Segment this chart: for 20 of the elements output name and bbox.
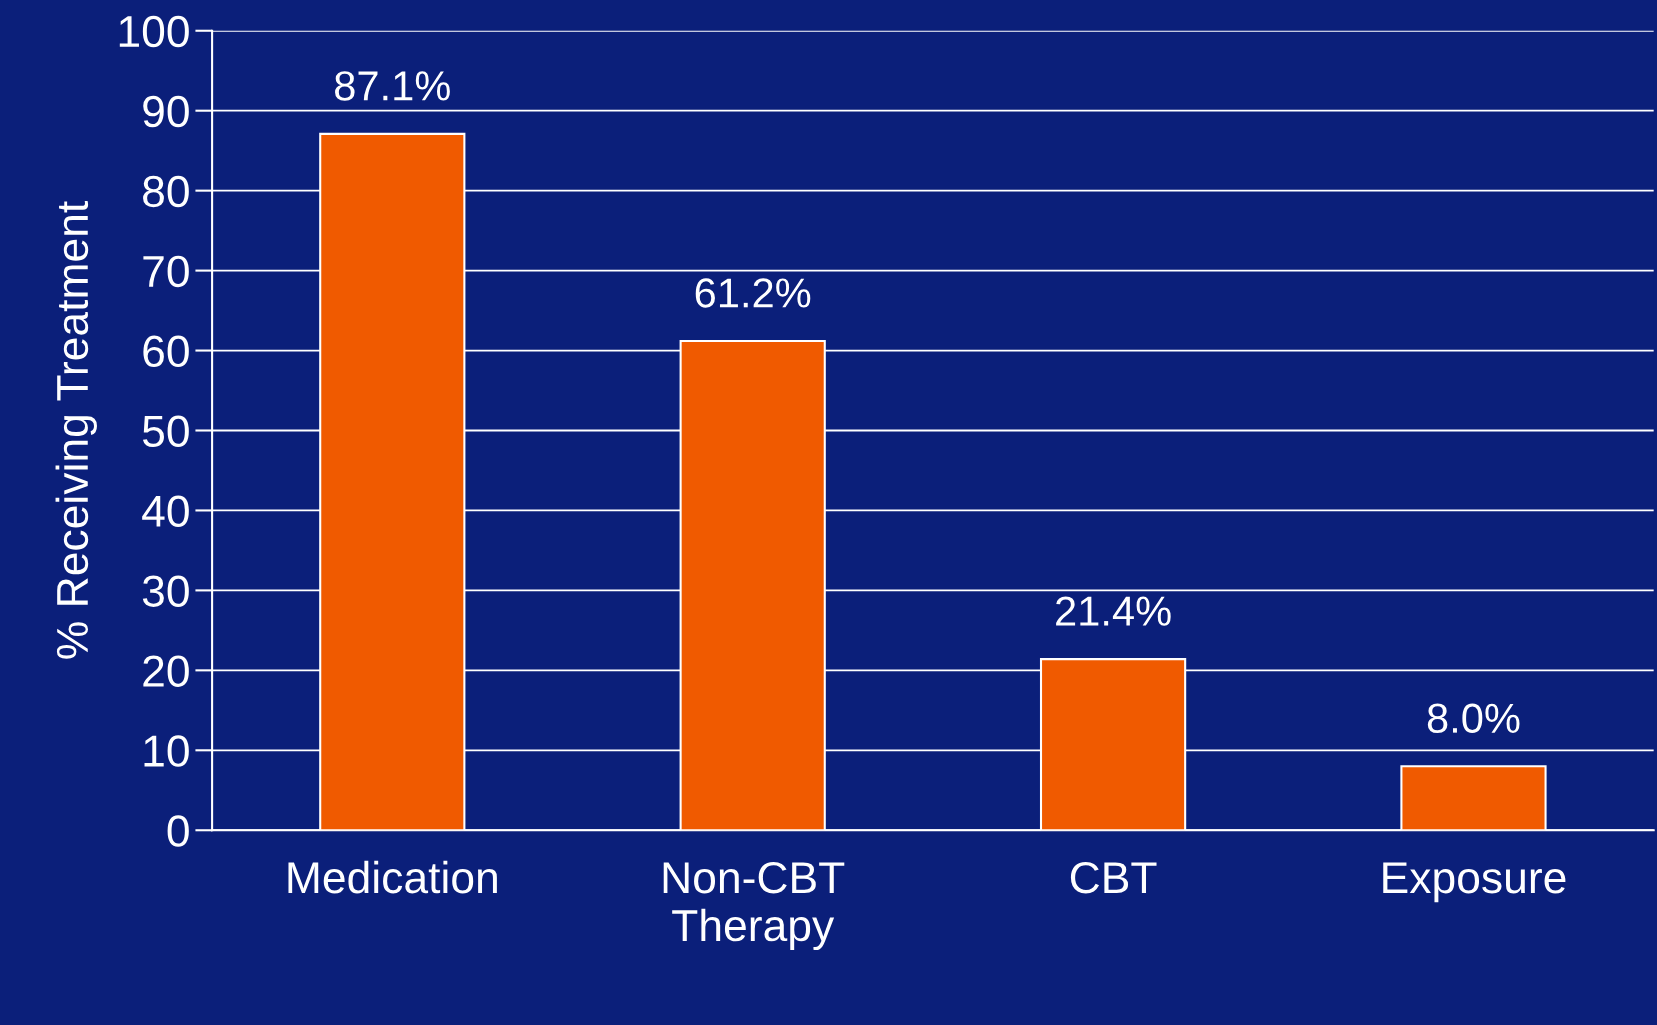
x-tick-label: Medication bbox=[288, 860, 497, 894]
y-tick-label: 80 bbox=[143, 175, 189, 208]
x-tick-label: Exposure bbox=[1383, 862, 1566, 903]
y-tick-label: 30 bbox=[142, 575, 189, 607]
y-tick-label: 90 bbox=[143, 95, 189, 128]
y-axis-title: % Receiving Treatment bbox=[55, 201, 97, 659]
y-tick-label: 10 bbox=[144, 735, 189, 767]
x-tick-label: CBT bbox=[1070, 861, 1157, 894]
data-label: 87.1% bbox=[335, 71, 450, 101]
y-tick-label: 70 bbox=[143, 255, 189, 288]
y-tick-label: 0 bbox=[167, 815, 189, 847]
y-tick-label: 60 bbox=[143, 335, 189, 368]
y-tick-label: 40 bbox=[142, 495, 189, 527]
y-tick-label: 20 bbox=[143, 655, 189, 687]
y-tick-label: 50 bbox=[142, 415, 189, 448]
y-tick-label: 100 bbox=[119, 15, 189, 48]
x-tick-label: Non-CBT Therapy bbox=[663, 861, 845, 951]
data-label: 8.0% bbox=[1427, 703, 1520, 734]
data-label: 61.2% bbox=[695, 278, 811, 308]
data-label: 21.4% bbox=[1056, 596, 1171, 626]
